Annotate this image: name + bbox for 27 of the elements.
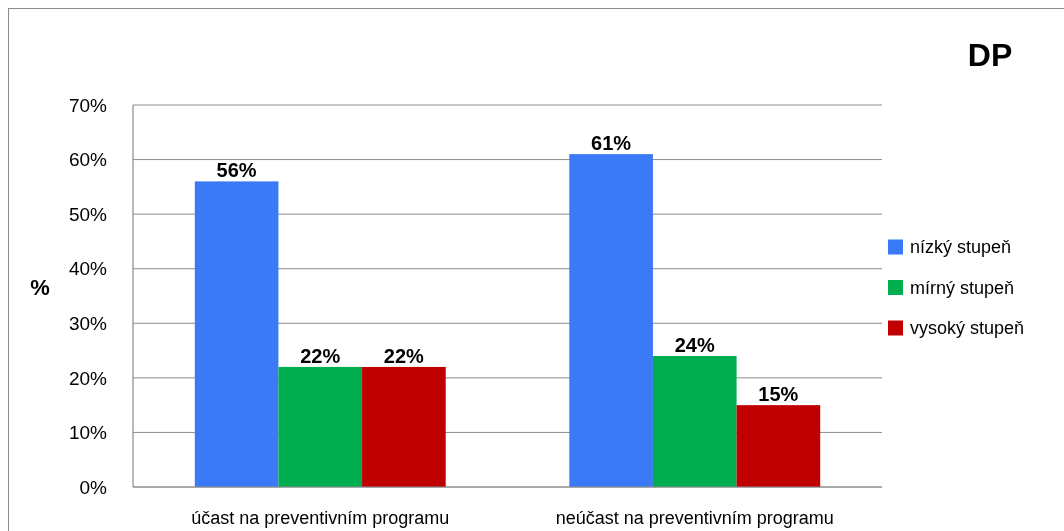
y-tick-label: 50% xyxy=(68,203,108,225)
legend-label: nízký stupeň xyxy=(910,237,1012,258)
y-tick-label: 60% xyxy=(68,149,108,171)
x-tick-label: účast na preventivním programu xyxy=(191,508,450,528)
bar xyxy=(362,366,446,487)
data-label: 22% xyxy=(383,344,425,367)
data-label: 24% xyxy=(674,334,715,357)
legend-label: mírný stupeň xyxy=(910,277,1015,298)
y-tick-label: 40% xyxy=(68,258,108,280)
data-label: 22% xyxy=(300,344,341,367)
y-tick-label: 70% xyxy=(68,94,108,116)
bar xyxy=(569,154,653,487)
y-tick-label: 10% xyxy=(68,422,108,444)
legend-label: vysoký stupeň xyxy=(910,318,1025,339)
bar xyxy=(652,356,737,487)
y-tick-label: 20% xyxy=(68,367,108,389)
data-label: 56% xyxy=(216,159,257,182)
y-axis-title: % xyxy=(30,274,50,300)
y-tick-label: 30% xyxy=(68,312,108,334)
bar xyxy=(194,181,279,487)
bar xyxy=(736,405,821,487)
y-tick-label: 0% xyxy=(79,476,108,498)
x-tick-label: neúčast na preventivním programu xyxy=(555,508,834,528)
data-label: 15% xyxy=(758,383,799,406)
data-label: 61% xyxy=(591,132,632,155)
text: DP xyxy=(967,37,1013,74)
bar xyxy=(278,366,363,487)
